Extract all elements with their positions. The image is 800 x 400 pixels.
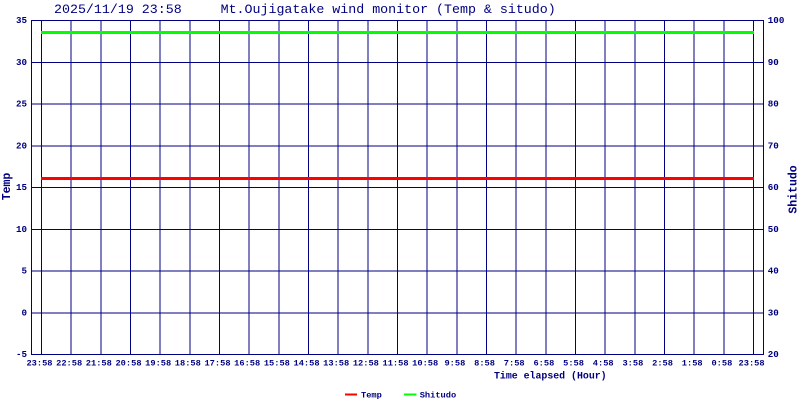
svg-text:20: 20 <box>768 349 779 360</box>
svg-text:2:58: 2:58 <box>652 358 673 368</box>
svg-text:11:58: 11:58 <box>383 358 409 368</box>
svg-text:35: 35 <box>16 15 28 26</box>
svg-text:23:58: 23:58 <box>739 358 765 368</box>
svg-text:Shitudo: Shitudo <box>788 165 800 213</box>
svg-text:23:58: 23:58 <box>26 358 52 368</box>
svg-text:3:58: 3:58 <box>622 358 643 368</box>
svg-text:70: 70 <box>768 140 779 151</box>
svg-text:15: 15 <box>16 182 28 193</box>
svg-text:16:58: 16:58 <box>234 358 260 368</box>
svg-text:Mt.Oujigatake wind monitor (Te: Mt.Oujigatake wind monitor (Temp & situd… <box>221 2 556 17</box>
svg-text:15:58: 15:58 <box>264 358 290 368</box>
svg-text:6:58: 6:58 <box>533 358 554 368</box>
svg-text:4:58: 4:58 <box>593 358 614 368</box>
svg-text:1:58: 1:58 <box>682 358 703 368</box>
svg-text:80: 80 <box>768 99 779 110</box>
svg-text:18:58: 18:58 <box>175 358 201 368</box>
svg-text:-5: -5 <box>16 349 28 360</box>
svg-text:Temp: Temp <box>361 390 382 400</box>
svg-text:19:58: 19:58 <box>145 358 171 368</box>
svg-text:25: 25 <box>16 99 28 110</box>
svg-text:20: 20 <box>16 140 27 151</box>
svg-text:5: 5 <box>21 266 27 277</box>
svg-text:100: 100 <box>768 15 785 26</box>
svg-text:Time elapsed (Hour): Time elapsed (Hour) <box>494 371 607 382</box>
svg-text:40: 40 <box>768 266 779 277</box>
svg-text:5:58: 5:58 <box>563 358 584 368</box>
svg-text:Temp: Temp <box>1 173 14 201</box>
svg-text:8:58: 8:58 <box>474 358 495 368</box>
svg-text:17:58: 17:58 <box>204 358 230 368</box>
svg-text:12:58: 12:58 <box>353 358 379 368</box>
svg-text:13:58: 13:58 <box>323 358 349 368</box>
svg-text:0: 0 <box>21 307 27 318</box>
svg-text:22:58: 22:58 <box>56 358 82 368</box>
svg-text:Shitudo: Shitudo <box>420 390 457 400</box>
svg-text:30: 30 <box>768 307 779 318</box>
svg-text:50: 50 <box>768 224 779 235</box>
svg-text:14:58: 14:58 <box>293 358 319 368</box>
svg-text:10:58: 10:58 <box>412 358 438 368</box>
svg-text:21:58: 21:58 <box>86 358 112 368</box>
svg-text:60: 60 <box>768 182 779 193</box>
svg-text:10: 10 <box>16 224 27 235</box>
svg-text:20:58: 20:58 <box>115 358 141 368</box>
svg-text:90: 90 <box>768 57 779 68</box>
svg-text:7:58: 7:58 <box>504 358 525 368</box>
svg-text:0:58: 0:58 <box>711 358 732 368</box>
svg-text:30: 30 <box>16 57 27 68</box>
svg-text:2025/11/19 23:58: 2025/11/19 23:58 <box>54 2 182 17</box>
svg-text:9:58: 9:58 <box>444 358 465 368</box>
